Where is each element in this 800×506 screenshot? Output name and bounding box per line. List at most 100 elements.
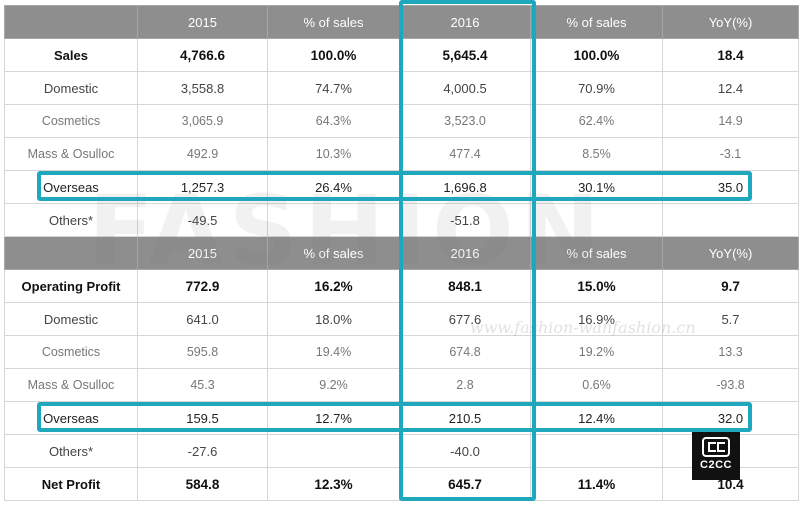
- table-row-mass-osulloc: Mass & Osulloc 492.9 10.3% 477.4 8.5% -3…: [4, 137, 799, 171]
- cell-yoy: 18.4: [662, 38, 799, 72]
- cell-2016: 5,645.4: [399, 38, 531, 72]
- cell-yoy: 12.4: [662, 71, 799, 105]
- row-label: Net Profit: [4, 467, 138, 501]
- cell-2015: 595.8: [137, 335, 268, 369]
- row-label: Mass & Osulloc: [4, 368, 138, 402]
- header-yoy: YoY(%): [662, 5, 799, 39]
- header-pct-sales-2015: % of sales: [267, 236, 400, 270]
- cell-2016: 4,000.5: [399, 71, 531, 105]
- cell-pct-2016: 30.1%: [530, 170, 663, 204]
- header-pct-sales-2016: % of sales: [530, 236, 663, 270]
- header-corner: [4, 5, 138, 39]
- cell-2016: 477.4: [399, 137, 531, 171]
- cell-pct-2015: [267, 203, 400, 237]
- header-row-sales: 2015 % of sales 2016 % of sales YoY(%): [4, 5, 799, 39]
- row-label: Overseas: [4, 170, 138, 204]
- cell-yoy: 14.9: [662, 104, 799, 138]
- header-2015: 2015: [137, 5, 268, 39]
- cell-pct-2015: 19.4%: [267, 335, 400, 369]
- financial-table: 2015 % of sales 2016 % of sales YoY(%) S…: [4, 5, 799, 501]
- cell-yoy: -3.1: [662, 137, 799, 171]
- cell-pct-2015: 9.2%: [267, 368, 400, 402]
- cell-pct-2015: 100.0%: [267, 38, 400, 72]
- cell-pct-2016: 11.4%: [530, 467, 663, 501]
- header-2016: 2016: [399, 5, 531, 39]
- table-row-others: Others* -27.6 -40.0: [4, 434, 799, 468]
- header-row-profit: 2015 % of sales 2016 % of sales YoY(%): [4, 236, 799, 270]
- cell-pct-2015: 12.3%: [267, 467, 400, 501]
- table-row-cosmetics: Cosmetics 595.8 19.4% 674.8 19.2% 13.3: [4, 335, 799, 369]
- table-row-domestic: Domestic 3,558.8 74.7% 4,000.5 70.9% 12.…: [4, 71, 799, 105]
- row-label: Domestic: [4, 71, 138, 105]
- table-row-cosmetics: Cosmetics 3,065.9 64.3% 3,523.0 62.4% 14…: [4, 104, 799, 138]
- row-label: Overseas: [4, 401, 138, 435]
- cell-pct-2015: 74.7%: [267, 71, 400, 105]
- cell-2015: 641.0: [137, 302, 268, 336]
- table-row-domestic: Domestic 641.0 18.0% 677.6 16.9% 5.7: [4, 302, 799, 336]
- cell-2016: 3,523.0: [399, 104, 531, 138]
- c2cc-logo-text: C2CC: [700, 459, 732, 471]
- table-row-mass-osulloc: Mass & Osulloc 45.3 9.2% 2.8 0.6% -93.8: [4, 368, 799, 402]
- cell-pct-2016: 19.2%: [530, 335, 663, 369]
- cell-2015: 3,558.8: [137, 71, 268, 105]
- cell-yoy: 32.0: [662, 401, 799, 435]
- cell-pct-2016: [530, 434, 663, 468]
- c2cc-logo: C2CC: [692, 432, 740, 480]
- cell-pct-2016: 8.5%: [530, 137, 663, 171]
- cell-yoy: [662, 203, 799, 237]
- cell-2015: -49.5: [137, 203, 268, 237]
- cell-2016: 674.8: [399, 335, 531, 369]
- cell-2015: 45.3: [137, 368, 268, 402]
- cell-pct-2015: [267, 434, 400, 468]
- cell-2015: 3,065.9: [137, 104, 268, 138]
- c2cc-logo-icon: [702, 437, 730, 457]
- cell-2015: 492.9: [137, 137, 268, 171]
- cell-pct-2016: 70.9%: [530, 71, 663, 105]
- cell-pct-2015: 16.2%: [267, 269, 400, 303]
- cell-yoy: 35.0: [662, 170, 799, 204]
- header-2016: 2016: [399, 236, 531, 270]
- cell-2015: 4,766.6: [137, 38, 268, 72]
- cell-pct-2016: 16.9%: [530, 302, 663, 336]
- financial-table-wrapper: 2015 % of sales 2016 % of sales YoY(%) S…: [4, 5, 799, 501]
- cell-2015: 159.5: [137, 401, 268, 435]
- cell-2016: -51.8: [399, 203, 531, 237]
- cell-pct-2016: [530, 203, 663, 237]
- row-label: Sales: [4, 38, 138, 72]
- row-label: Cosmetics: [4, 335, 138, 369]
- cell-yoy: 13.3: [662, 335, 799, 369]
- header-yoy: YoY(%): [662, 236, 799, 270]
- row-label: Others*: [4, 434, 138, 468]
- cell-2016: 677.6: [399, 302, 531, 336]
- header-pct-sales-2015: % of sales: [267, 5, 400, 39]
- cell-2015: 1,257.3: [137, 170, 268, 204]
- table-row-others: Others* -49.5 -51.8: [4, 203, 799, 237]
- header-corner: [4, 236, 138, 270]
- cell-2015: 584.8: [137, 467, 268, 501]
- table-row-overseas: Overseas 159.5 12.7% 210.5 12.4% 32.0: [4, 401, 799, 435]
- cell-2016: 1,696.8: [399, 170, 531, 204]
- cell-pct-2016: 15.0%: [530, 269, 663, 303]
- cell-pct-2016: 12.4%: [530, 401, 663, 435]
- cell-yoy: 5.7: [662, 302, 799, 336]
- cell-pct-2015: 10.3%: [267, 137, 400, 171]
- table-row-overseas: Overseas 1,257.3 26.4% 1,696.8 30.1% 35.…: [4, 170, 799, 204]
- cell-yoy: 9.7: [662, 269, 799, 303]
- cell-pct-2015: 18.0%: [267, 302, 400, 336]
- cell-pct-2015: 12.7%: [267, 401, 400, 435]
- header-pct-sales-2016: % of sales: [530, 5, 663, 39]
- cell-pct-2016: 0.6%: [530, 368, 663, 402]
- table-row-net-profit: Net Profit 584.8 12.3% 645.7 11.4% 10.4: [4, 467, 799, 501]
- table-row-operating-profit: Operating Profit 772.9 16.2% 848.1 15.0%…: [4, 269, 799, 303]
- row-label: Others*: [4, 203, 138, 237]
- row-label: Operating Profit: [4, 269, 138, 303]
- header-2015: 2015: [137, 236, 268, 270]
- cell-2016: 645.7: [399, 467, 531, 501]
- cell-2016: 2.8: [399, 368, 531, 402]
- cell-2015: -27.6: [137, 434, 268, 468]
- cell-yoy: -93.8: [662, 368, 799, 402]
- cell-2016: -40.0: [399, 434, 531, 468]
- cell-pct-2015: 64.3%: [267, 104, 400, 138]
- row-label: Cosmetics: [4, 104, 138, 138]
- cell-pct-2016: 62.4%: [530, 104, 663, 138]
